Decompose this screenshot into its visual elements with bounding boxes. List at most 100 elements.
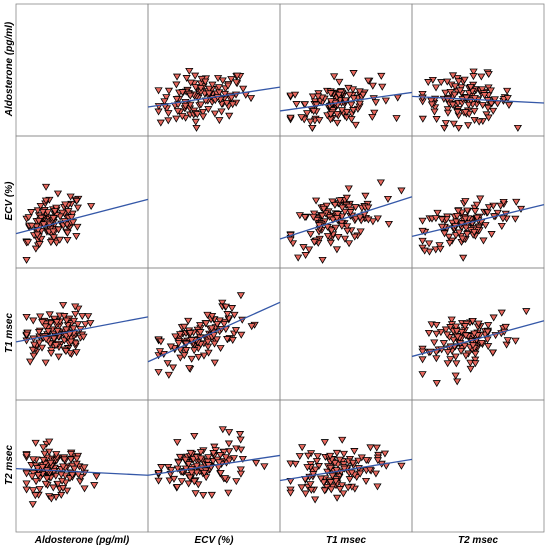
scatter-point bbox=[312, 458, 321, 466]
scatter-point bbox=[38, 464, 47, 472]
scatter-point bbox=[221, 475, 230, 483]
scatter-point bbox=[344, 84, 353, 92]
scatter-point bbox=[371, 99, 380, 107]
scatter-point bbox=[81, 321, 90, 329]
scatter-point bbox=[356, 470, 365, 478]
scatter-point bbox=[180, 323, 189, 331]
scatter-point bbox=[306, 118, 315, 126]
scatter-point bbox=[448, 101, 457, 109]
scatter-point bbox=[246, 95, 256, 103]
scatter-point bbox=[453, 212, 462, 220]
scatter-point bbox=[172, 81, 181, 89]
scatter-point bbox=[310, 496, 320, 504]
scatter-point bbox=[61, 201, 70, 209]
scatter-point bbox=[488, 349, 497, 357]
scatter-point bbox=[502, 341, 511, 349]
scatter-point bbox=[23, 239, 33, 247]
scatter-point bbox=[342, 223, 352, 231]
scatter-point bbox=[313, 453, 322, 461]
scatter-point bbox=[59, 302, 68, 310]
scatter-point bbox=[92, 473, 101, 481]
scatter-point bbox=[430, 108, 439, 116]
scatter-point bbox=[439, 340, 448, 348]
scatter-point bbox=[366, 444, 375, 452]
scatter-point bbox=[75, 478, 85, 486]
scatter-point bbox=[441, 326, 450, 334]
scatter-point bbox=[66, 456, 75, 464]
scatter-point bbox=[196, 85, 206, 93]
scatter-point bbox=[307, 486, 316, 494]
scatter-point bbox=[172, 96, 181, 103]
scatter-point bbox=[427, 101, 436, 109]
scatter-point bbox=[311, 197, 321, 205]
scatter-point bbox=[364, 77, 373, 85]
scatter-point bbox=[333, 211, 342, 219]
scatter-point bbox=[472, 201, 481, 209]
scatter-point bbox=[484, 114, 493, 122]
scatter-point bbox=[498, 215, 508, 223]
scatter-point bbox=[456, 87, 465, 95]
scatter-point bbox=[53, 327, 62, 335]
scatter-point bbox=[349, 95, 358, 103]
scatter-point bbox=[433, 209, 442, 217]
scatter-point bbox=[342, 108, 351, 116]
scatter-point bbox=[466, 365, 475, 373]
scatter-point bbox=[335, 456, 344, 464]
scatter-point bbox=[443, 106, 452, 114]
scatter-point bbox=[481, 222, 490, 230]
scatter-point bbox=[38, 208, 48, 216]
scatter-point bbox=[347, 116, 356, 124]
scatter-point bbox=[326, 90, 335, 98]
scatter-point bbox=[53, 190, 63, 198]
fit-line-3-2 bbox=[279, 458, 413, 482]
scatter-point bbox=[185, 474, 195, 482]
scatter-point bbox=[46, 239, 56, 247]
scatter-point bbox=[364, 216, 373, 224]
scatter-point bbox=[301, 490, 310, 498]
scatter-point bbox=[49, 228, 58, 236]
scatter-point bbox=[231, 327, 241, 335]
scatter-point bbox=[173, 439, 182, 447]
scatter-point bbox=[215, 117, 224, 125]
scatter-point bbox=[210, 340, 219, 348]
scatter-point bbox=[489, 107, 498, 115]
scatter-point bbox=[431, 246, 440, 254]
scatter-point bbox=[316, 475, 326, 483]
scatter-point bbox=[432, 380, 441, 388]
scatter-point bbox=[418, 356, 427, 364]
scatter-point bbox=[458, 235, 467, 243]
scatter-point bbox=[232, 79, 241, 87]
scatter-point bbox=[190, 347, 199, 355]
scatter-point bbox=[178, 89, 187, 97]
scatter-point bbox=[483, 336, 492, 344]
scatter-point bbox=[35, 486, 44, 494]
scatter-point bbox=[173, 484, 182, 491]
scatter-point bbox=[43, 209, 52, 217]
scatter-point bbox=[236, 446, 246, 454]
scatter-point bbox=[443, 109, 453, 117]
scatter-point bbox=[172, 115, 181, 123]
scatter-point bbox=[236, 466, 245, 474]
scatter-point bbox=[286, 92, 295, 100]
scatter-point bbox=[511, 337, 520, 345]
scatter-point bbox=[383, 195, 393, 203]
scatter-point bbox=[368, 113, 377, 121]
scatter-point bbox=[466, 84, 475, 91]
scatter-point bbox=[330, 73, 339, 81]
scatter-point bbox=[70, 465, 79, 473]
scatter-point bbox=[486, 87, 495, 95]
scatter-point bbox=[66, 193, 75, 201]
scatter-point bbox=[54, 226, 63, 234]
scatter-point bbox=[297, 484, 306, 492]
scatter-point bbox=[338, 436, 347, 444]
scatter-point bbox=[193, 111, 202, 119]
scatter-point bbox=[209, 450, 218, 458]
scatter-point bbox=[221, 303, 231, 311]
panel-0-0 bbox=[15, 3, 149, 137]
scatter-point bbox=[31, 439, 40, 447]
scatter-point bbox=[218, 426, 227, 434]
scatter-point bbox=[60, 313, 69, 321]
scatter-point bbox=[154, 369, 163, 377]
scatter-point bbox=[57, 471, 66, 479]
fit-line-2-0 bbox=[15, 316, 149, 343]
